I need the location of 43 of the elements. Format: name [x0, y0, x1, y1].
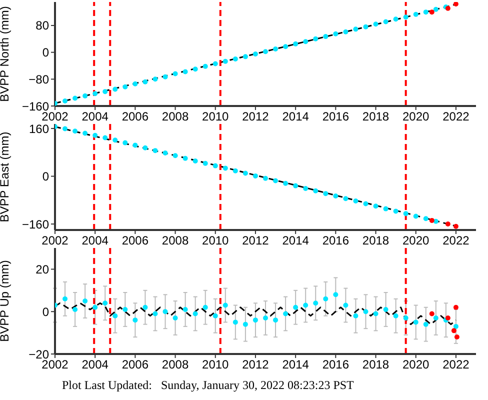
- x-tick-label: 2020: [402, 358, 430, 372]
- x-tick-label: 2012: [242, 358, 270, 372]
- x-tick-label: 2014: [282, 234, 310, 248]
- x-tick-label: 2006: [122, 358, 149, 372]
- x-tick-label: 2016: [322, 358, 350, 372]
- y-tick-label: −80: [28, 72, 50, 86]
- x-tick-label: 2022: [442, 234, 470, 248]
- y-axis-title: BVPP North (mm): [0, 6, 12, 102]
- y-tick-label: 80: [36, 18, 50, 33]
- y-tick-label: 160: [28, 122, 50, 136]
- text: Plot Last Updated: Sunday, January 30, 2022 08:23:23 PST: [62, 378, 355, 393]
- x-tick-label: 2002: [42, 234, 69, 248]
- x-tick-label: 2012: [242, 234, 270, 248]
- x-tick-label: 2020: [402, 110, 430, 124]
- x-tick-label: 2008: [162, 110, 189, 124]
- x-tick-label: 2010: [202, 358, 230, 372]
- x-tick-label: 2018: [362, 234, 390, 248]
- x-tick-label: 2008: [162, 358, 189, 372]
- x-tick-label: 2014: [282, 110, 310, 124]
- x-tick-label: 2004: [82, 110, 109, 124]
- x-tick-label: 2006: [122, 110, 149, 124]
- x-tick-label: 2022: [442, 358, 470, 372]
- x-tick-label: 2014: [282, 358, 310, 372]
- x-tick-label: 2016: [322, 234, 350, 248]
- x-tick-label: 2020: [402, 234, 430, 248]
- x-tick-label: 2006: [122, 234, 149, 248]
- x-tick-label: 2022: [442, 110, 470, 124]
- x-tick-label: 2010: [202, 234, 230, 248]
- y-tick-label: 0: [42, 46, 50, 60]
- x-tick-label: 2004: [82, 234, 109, 248]
- x-tick-label: 2016: [322, 110, 350, 124]
- x-tick-label: 2010: [202, 110, 230, 124]
- y-axis-title: BVPP Up (mm): [0, 260, 12, 342]
- x-tick-label: 2008: [162, 234, 189, 248]
- x-tick-label: 2004: [82, 358, 109, 372]
- y-tick-label: 0: [42, 170, 50, 184]
- y-tick-label: 20: [36, 262, 50, 276]
- y-axis-title: BVPP East (mm): [0, 132, 12, 222]
- y-tick-label: 0: [42, 304, 50, 319]
- x-tick-label: 2012: [242, 110, 270, 124]
- x-tick-label: 2018: [362, 110, 390, 124]
- y-tick-label: −160: [22, 217, 50, 232]
- x-tick-label: 2018: [362, 358, 390, 372]
